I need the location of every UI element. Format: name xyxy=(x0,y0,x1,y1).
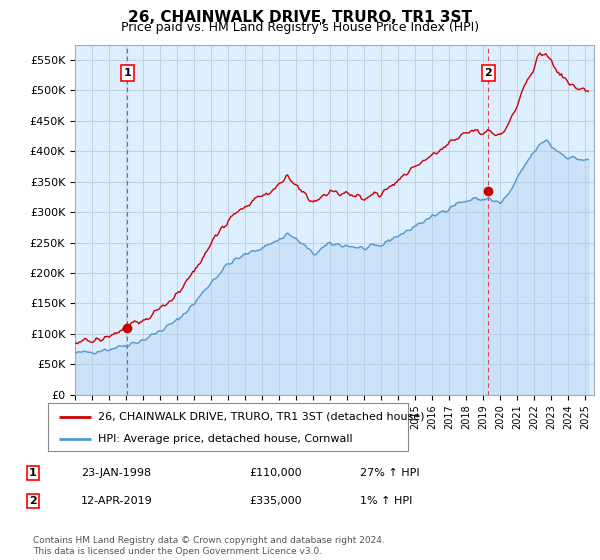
Text: 27% ↑ HPI: 27% ↑ HPI xyxy=(360,468,419,478)
Text: £110,000: £110,000 xyxy=(249,468,302,478)
Text: Price paid vs. HM Land Registry's House Price Index (HPI): Price paid vs. HM Land Registry's House … xyxy=(121,21,479,34)
Text: 2: 2 xyxy=(29,496,37,506)
Text: 23-JAN-1998: 23-JAN-1998 xyxy=(81,468,151,478)
Text: 12-APR-2019: 12-APR-2019 xyxy=(81,496,153,506)
Text: 2: 2 xyxy=(484,68,492,78)
Text: 26, CHAINWALK DRIVE, TRURO, TR1 3ST: 26, CHAINWALK DRIVE, TRURO, TR1 3ST xyxy=(128,10,472,25)
Text: 1: 1 xyxy=(29,468,37,478)
Text: 1% ↑ HPI: 1% ↑ HPI xyxy=(360,496,412,506)
Text: 26, CHAINWALK DRIVE, TRURO, TR1 3ST (detached house): 26, CHAINWALK DRIVE, TRURO, TR1 3ST (det… xyxy=(98,412,425,422)
Text: HPI: Average price, detached house, Cornwall: HPI: Average price, detached house, Corn… xyxy=(98,434,353,444)
Text: Contains HM Land Registry data © Crown copyright and database right 2024.
This d: Contains HM Land Registry data © Crown c… xyxy=(33,536,385,556)
Text: £335,000: £335,000 xyxy=(249,496,302,506)
Text: 1: 1 xyxy=(124,68,131,78)
